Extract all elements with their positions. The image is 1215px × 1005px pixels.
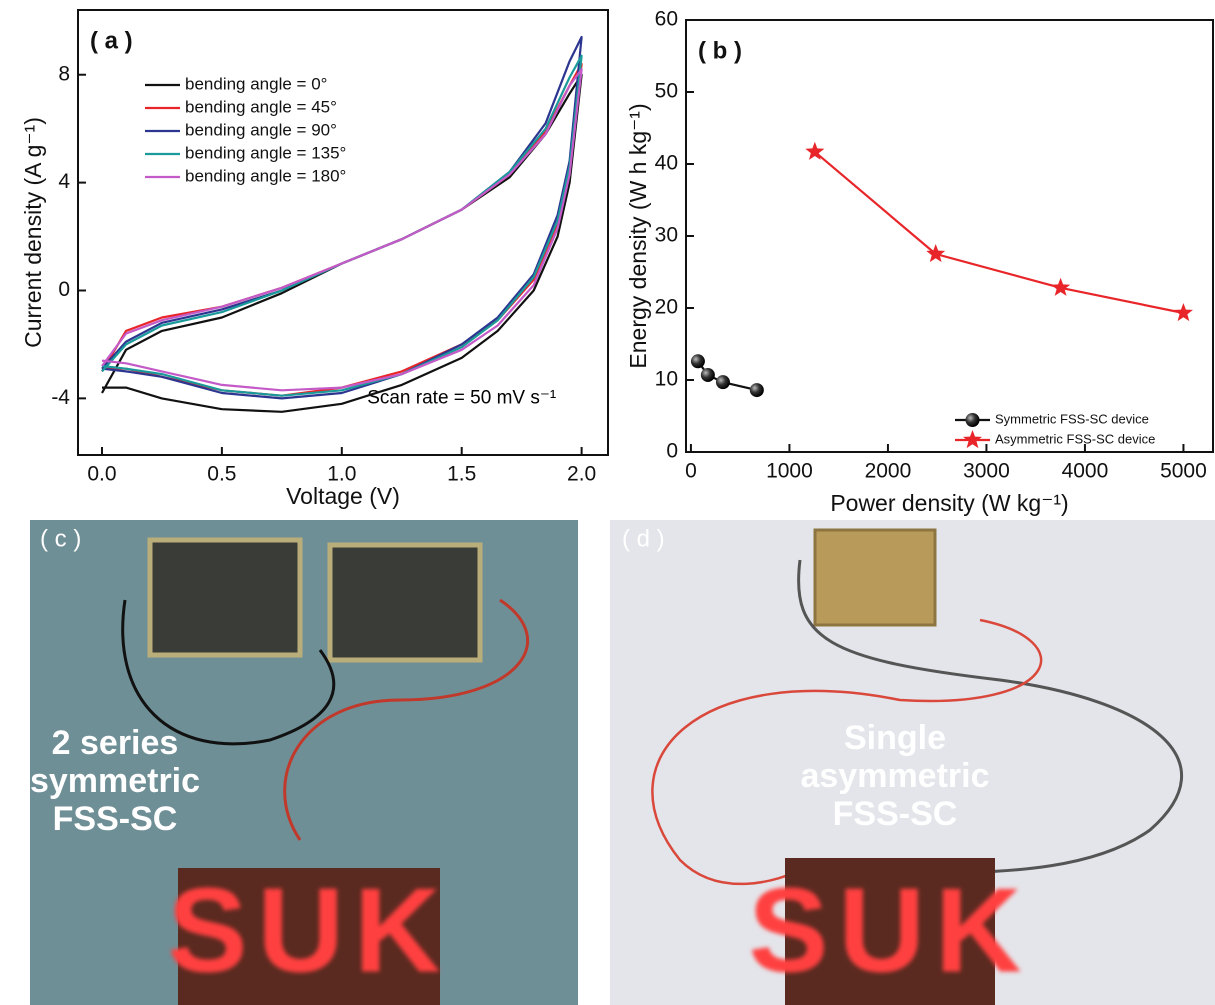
- marker: [700, 367, 715, 382]
- led-text: SUK: [167, 864, 450, 998]
- wire: [283, 598, 529, 841]
- y-tick-label: 60: [655, 8, 678, 31]
- marker: [926, 244, 946, 263]
- marker: [965, 413, 980, 427]
- y-tick-label: 40: [655, 152, 678, 175]
- marker: [715, 375, 730, 390]
- caption-line: asymmetric: [800, 757, 989, 795]
- y-tick-label: 8: [58, 62, 70, 85]
- panel-label: ( c ): [40, 525, 81, 552]
- y-tick-label: 50: [655, 80, 678, 103]
- x-tick-label: 0: [685, 460, 697, 483]
- series-line: [101, 73, 583, 413]
- plot-frame: [685, 19, 1214, 453]
- series-line: [697, 360, 758, 392]
- y-tick-label: 20: [655, 296, 678, 319]
- y-tick-label: -4: [51, 386, 70, 409]
- led-board: [178, 868, 440, 1005]
- x-axis-label: Power density (W kg⁻¹): [830, 490, 1068, 516]
- electrode: [327, 542, 483, 663]
- legend-entry: bending angle = 0°: [185, 74, 327, 93]
- led-text: SUK: [748, 864, 1031, 998]
- x-tick-label: 0.0: [87, 463, 116, 486]
- photo-d: SUK ( d ) Single asymmetric FSS-SC: [610, 520, 1215, 1005]
- annotation: Scan rate = 50 mV s⁻¹: [367, 387, 556, 408]
- x-tick-label: 5000: [1160, 460, 1207, 483]
- marker: [963, 430, 982, 449]
- x-tick-label: 1.5: [447, 463, 476, 486]
- electrode: [813, 528, 937, 627]
- marker: [1173, 303, 1193, 322]
- x-tick-label: 1000: [766, 460, 813, 483]
- wire: [651, 618, 1043, 886]
- y-axis-label: Current density (A g⁻¹): [20, 117, 46, 348]
- plot-frame: [77, 9, 609, 456]
- y-axis-label: Energy density (W h kg⁻¹): [625, 103, 651, 368]
- x-tick-label: 4000: [1062, 460, 1109, 483]
- marker: [690, 354, 705, 369]
- caption-line: symmetric: [30, 762, 200, 800]
- x-tick-label: 3000: [963, 460, 1010, 483]
- marker: [1051, 277, 1071, 296]
- series-line: [101, 62, 583, 397]
- panel-label: ( d ): [622, 525, 665, 552]
- photo-c: SUK ( c ) 2 series symmetric FSS-SC: [30, 520, 578, 1005]
- legend-entry: bending angle = 180°: [185, 166, 346, 185]
- series-line: [101, 68, 583, 392]
- y-tick-label: 30: [655, 224, 678, 247]
- legend-entry: bending angle = 90°: [185, 120, 337, 139]
- electrode: [147, 537, 303, 658]
- y-tick-label: 0: [666, 440, 678, 463]
- wire: [797, 559, 1184, 877]
- caption-line: Single: [844, 719, 946, 757]
- panel-label: ( b ): [698, 37, 742, 64]
- y-tick-label: 0: [58, 278, 70, 301]
- series-line: [814, 150, 1184, 315]
- caption-line: 2 series: [52, 724, 179, 762]
- panel-label: ( a ): [90, 27, 133, 54]
- wire: [121, 599, 336, 746]
- x-tick-label: 2000: [865, 460, 912, 483]
- series-line: [101, 35, 583, 400]
- led-board: [785, 858, 995, 1005]
- marker: [749, 383, 764, 398]
- x-tick-label: 2.0: [567, 463, 596, 486]
- marker: [805, 141, 825, 160]
- legend-entry: bending angle = 135°: [185, 143, 346, 162]
- y-tick-label: 4: [58, 170, 70, 193]
- x-axis-label: Voltage (V): [286, 483, 400, 509]
- x-tick-label: 1.0: [327, 463, 356, 486]
- legend-entry: Asymmetric FSS-SC device: [995, 431, 1155, 446]
- caption-line: FSS-SC: [833, 795, 958, 833]
- legend-entry: bending angle = 45°: [185, 97, 337, 116]
- legend-entry: Symmetric FSS-SC device: [995, 411, 1149, 426]
- x-tick-label: 0.5: [207, 463, 236, 486]
- caption-line: FSS-SC: [53, 800, 178, 838]
- series-line: [101, 54, 583, 397]
- y-tick-label: 10: [655, 368, 678, 391]
